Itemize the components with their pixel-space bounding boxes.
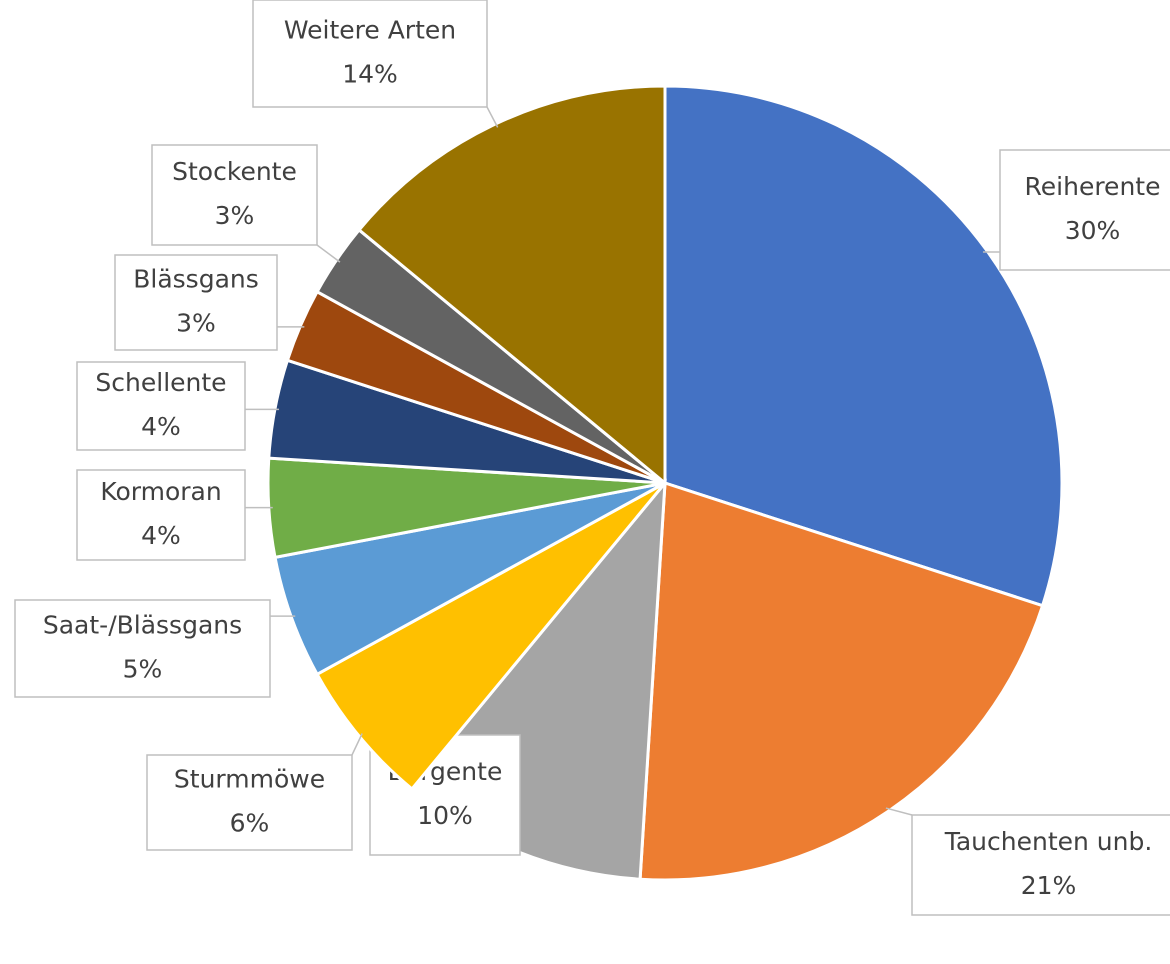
leader-line bbox=[486, 106, 499, 128]
pie-slice bbox=[315, 481, 667, 792]
value-label: 3% bbox=[176, 309, 216, 338]
category-label: Weitere Arten bbox=[284, 16, 456, 45]
label-box bbox=[14, 599, 271, 698]
label-box bbox=[252, 0, 488, 108]
label-box bbox=[369, 734, 521, 856]
category-label: Sturmmöwe bbox=[174, 765, 325, 794]
label-box bbox=[151, 144, 318, 246]
category-label: Saat-/Blässgans bbox=[43, 611, 242, 640]
value-label: 5% bbox=[123, 655, 163, 684]
value-label: 6% bbox=[230, 809, 270, 838]
pie-slice bbox=[663, 84, 1064, 608]
category-label: Kormoran bbox=[100, 477, 221, 506]
leader-line bbox=[885, 807, 913, 816]
label-box bbox=[76, 469, 246, 561]
pie-slice bbox=[638, 480, 1045, 882]
value-label: 14% bbox=[342, 60, 398, 89]
value-label: 4% bbox=[141, 412, 181, 441]
value-label: 3% bbox=[215, 201, 255, 230]
label-box bbox=[76, 361, 246, 451]
value-label: 30% bbox=[1065, 216, 1121, 245]
leader-line bbox=[351, 733, 363, 756]
leader-line bbox=[316, 244, 341, 263]
category-label: Blässgans bbox=[133, 265, 259, 294]
category-label: Stockente bbox=[172, 157, 297, 186]
label-box bbox=[911, 814, 1170, 916]
value-label: 10% bbox=[417, 801, 473, 830]
label-box bbox=[999, 149, 1170, 271]
value-label: 4% bbox=[141, 521, 181, 550]
label-box bbox=[146, 754, 353, 851]
category-label: Tauchenten unb. bbox=[944, 827, 1153, 856]
value-label: 21% bbox=[1021, 871, 1077, 900]
label-box bbox=[114, 254, 278, 351]
category-label: Reiherente bbox=[1025, 172, 1161, 201]
category-label: Schellente bbox=[95, 368, 226, 397]
